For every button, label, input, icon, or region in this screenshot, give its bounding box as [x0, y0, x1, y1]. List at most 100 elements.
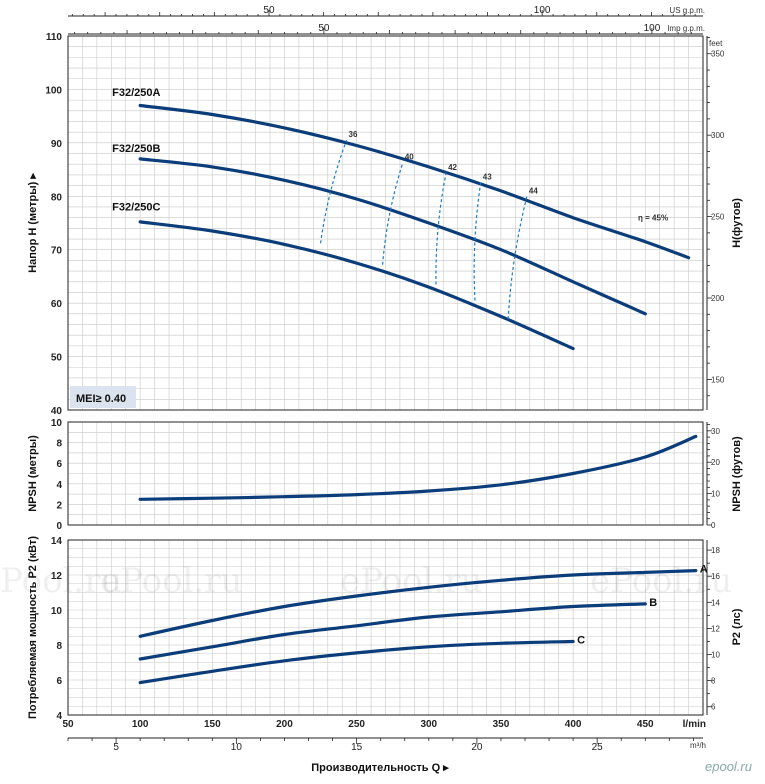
panel-frame — [67, 421, 704, 526]
right-tick-label: 14 — [711, 598, 720, 607]
imp-gpm-tick-label: 50 — [318, 23, 330, 34]
x-tick-label: 250 — [348, 719, 365, 730]
efficiency-label: 36 — [349, 130, 358, 139]
x-unit-label: l/min — [683, 719, 706, 730]
efficiency-label: 44 — [529, 186, 538, 195]
efficiency-line — [473, 182, 482, 301]
x-tick-label: 350 — [493, 719, 510, 730]
head-y-title: Напор Н (метры) ▸ — [27, 173, 39, 273]
y-tick-label: 4 — [56, 480, 62, 491]
y-tick-label: 4 — [56, 711, 62, 722]
power-curve-label: B — [649, 597, 657, 609]
y-tick-label: 100 — [45, 85, 62, 96]
watermark-text: ePool.ru — [100, 561, 242, 601]
head-y-right-title: Н(футов) — [731, 198, 743, 248]
right-tick-label: 200 — [711, 294, 725, 303]
power-y-title: Потребляемая мощность Р2 (кВт) — [27, 536, 39, 719]
power-curve-B — [138, 602, 647, 661]
m3h-tick-label: 20 — [471, 742, 483, 753]
right-tick-label: 350 — [711, 50, 725, 59]
m3h-tick-label: 5 — [113, 742, 119, 753]
right-tick-label: 10 — [711, 651, 720, 660]
efficiency-label: 42 — [448, 163, 457, 172]
right-tick-label: 30 — [711, 427, 720, 436]
mei-badge: MEI≥ 0.40 — [76, 393, 126, 405]
efficiency-note: η = 45% — [638, 213, 668, 222]
watermark-text: ePool.ru — [0, 561, 122, 601]
y-tick-label: 80 — [51, 192, 63, 203]
efficiency-line — [435, 172, 447, 285]
y-tick-label: 0 — [56, 521, 62, 532]
efficiency-label: 43 — [483, 172, 492, 181]
y-tick-label: 6 — [56, 676, 62, 687]
y-tick-label: 14 — [51, 536, 63, 547]
right-tick-label: 20 — [711, 458, 720, 467]
imp-gpm-tick-label: 100 — [644, 23, 661, 34]
y-tick-label: 60 — [51, 299, 63, 310]
m3h-tick-label: 25 — [592, 742, 604, 753]
power-curve-A — [138, 569, 698, 638]
power-curve-C — [138, 639, 575, 685]
x-tick-label: 300 — [420, 719, 437, 730]
head-curve-label: F32/250B — [112, 143, 160, 155]
head-curve-0 — [138, 103, 691, 260]
head-curve-2 — [138, 220, 575, 351]
y-tick-label: 10 — [51, 418, 63, 429]
feet-unit-label: feet — [709, 39, 723, 48]
us-gpm-tick-label: 50 — [263, 5, 275, 16]
npsh-y-right-title: NPSH (футов) — [731, 436, 743, 512]
m3h-tick-label: 15 — [351, 742, 363, 753]
power-y-right-title: Р2 (лс) — [731, 608, 743, 645]
power-curve-label: C — [577, 635, 585, 647]
efficiency-line — [382, 162, 404, 265]
x-tick-label: 100 — [132, 719, 149, 730]
power-curve-label: A — [700, 564, 708, 576]
us-gpm-tick-label: 100 — [534, 5, 551, 16]
right-tick-label: 300 — [711, 131, 725, 140]
y-tick-label: 90 — [51, 139, 63, 150]
right-tick-label: 250 — [711, 213, 725, 222]
y-tick-label: 8 — [56, 641, 62, 652]
right-tick-label: 0 — [711, 521, 716, 530]
efficiency-label: 40 — [405, 153, 414, 162]
us-gpm-unit: US g.p.m. — [669, 6, 705, 15]
right-tick-label: 150 — [711, 375, 725, 384]
head-curve-1 — [138, 157, 647, 316]
right-tick-label: 16 — [711, 572, 720, 581]
x-tick-label: 50 — [62, 719, 74, 730]
site-logo: epool.ru — [705, 759, 752, 774]
x-tick-label: 150 — [204, 719, 221, 730]
head-curve-label: F32/250A — [112, 87, 160, 99]
y-tick-label: 2 — [56, 500, 62, 511]
y-tick-label: 50 — [51, 353, 63, 364]
right-tick-label: 10 — [711, 490, 720, 499]
npsh-y-title: NPSH (метры) — [27, 435, 39, 512]
right-tick-label: 8 — [711, 677, 716, 686]
y-tick-label: 70 — [51, 246, 63, 257]
head-curve-label: F32/250C — [112, 202, 160, 214]
panel-frame — [67, 35, 704, 411]
watermark-text: ePool.ru — [590, 561, 732, 601]
y-tick-label: 8 — [56, 439, 62, 450]
panel-frame — [67, 539, 704, 716]
imp-gpm-unit: Imp g.p.m. — [667, 24, 705, 33]
m3h-unit: m³/h — [690, 741, 706, 750]
efficiency-line — [319, 139, 348, 244]
y-tick-label: 110 — [46, 32, 63, 43]
m3h-tick-label: 10 — [231, 742, 243, 753]
x-axis-title: Производительность Q ▸ — [311, 762, 449, 774]
y-tick-label: 10 — [51, 606, 63, 617]
npsh-curve — [138, 434, 698, 501]
x-tick-label: 400 — [565, 719, 582, 730]
x-tick-label: 200 — [276, 719, 293, 730]
y-tick-label: 6 — [56, 459, 62, 470]
right-tick-label: 12 — [711, 624, 720, 633]
x-tick-label: 450 — [637, 719, 654, 730]
mei-badge-bg — [70, 386, 136, 408]
right-tick-label: 6 — [711, 703, 716, 712]
y-tick-label: 40 — [51, 406, 63, 417]
y-tick-label: 12 — [51, 571, 63, 582]
efficiency-line — [507, 196, 528, 320]
right-tick-label: 18 — [711, 546, 720, 555]
